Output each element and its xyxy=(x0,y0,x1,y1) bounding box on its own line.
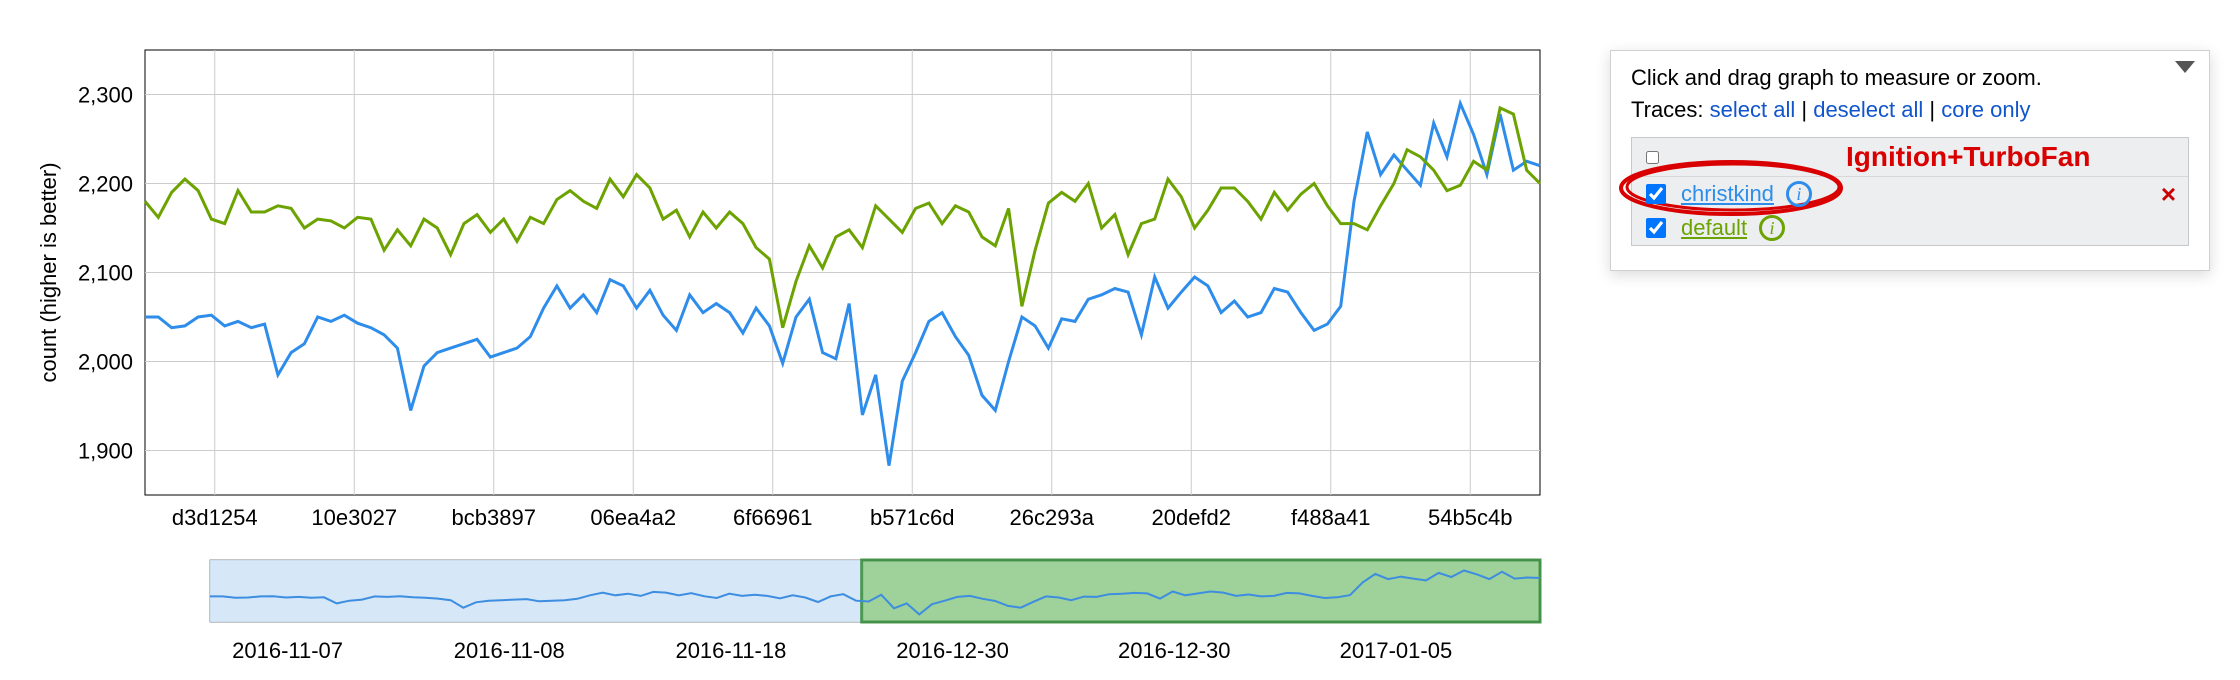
core-only-link[interactable]: core only xyxy=(1941,97,2030,122)
trace-checkbox-christkind[interactable] xyxy=(1646,184,1666,204)
traces-label: Traces: xyxy=(1631,97,1704,122)
separator: | xyxy=(1923,97,1941,122)
svg-text:2,100: 2,100 xyxy=(78,261,133,286)
info-icon[interactable]: i xyxy=(1786,181,1812,207)
svg-text:2,300: 2,300 xyxy=(78,83,133,108)
separator: | xyxy=(1795,97,1813,122)
trace-list-header xyxy=(1632,138,2188,177)
chart-column: 1,900 2,000 2,100 2,200 2,300 d3d1254 10e3027 b… xyxy=(30,20,1550,680)
svg-text:2017-01-05: 2017-01-05 xyxy=(1340,638,1453,660)
trace-list: Ignition+TurboFan christkind i × default… xyxy=(1631,137,2189,246)
svg-text:6f66961: 6f66961 xyxy=(733,505,813,530)
svg-text:06ea4a2: 06ea4a2 xyxy=(590,505,676,530)
trace-name[interactable]: christkind xyxy=(1681,181,1774,207)
trace-checkbox-default[interactable] xyxy=(1646,218,1666,238)
svg-text:20defd2: 20defd2 xyxy=(1151,505,1231,530)
legend-panel: Click and drag graph to measure or zoom.… xyxy=(1610,50,2210,271)
svg-text:2016-11-07: 2016-11-07 xyxy=(232,638,343,660)
line-chart[interactable]: 1,900 2,000 2,100 2,200 2,300 d3d1254 10e3027 b… xyxy=(30,20,1550,660)
svg-text:b571c6d: b571c6d xyxy=(870,505,954,530)
svg-text:d3d1254: d3d1254 xyxy=(172,505,258,530)
legend-column: Click and drag graph to measure or zoom.… xyxy=(1610,20,2210,680)
svg-text:count (higher is better): count (higher is better) xyxy=(36,162,61,382)
svg-text:2016-11-18: 2016-11-18 xyxy=(675,638,786,660)
svg-text:2,200: 2,200 xyxy=(78,172,133,197)
svg-text:2016-12-30: 2016-12-30 xyxy=(1118,638,1231,660)
svg-text:2016-11-08: 2016-11-08 xyxy=(454,638,565,660)
svg-text:2016-12-30: 2016-12-30 xyxy=(896,638,1009,660)
trace-row: christkind i × xyxy=(1632,177,2188,211)
select-all-link[interactable]: select all xyxy=(1710,97,1796,122)
svg-text:f488a41: f488a41 xyxy=(1291,505,1371,530)
trace-row: default i xyxy=(1632,211,2188,245)
svg-text:2,000: 2,000 xyxy=(78,350,133,375)
deselect-all-link[interactable]: deselect all xyxy=(1813,97,1923,122)
select-all-checkbox[interactable] xyxy=(1646,151,1659,164)
collapse-caret-icon[interactable] xyxy=(2175,61,2195,73)
svg-text:bcb3897: bcb3897 xyxy=(452,505,536,530)
svg-text:10e3027: 10e3027 xyxy=(311,505,397,530)
svg-text:54b5c4b: 54b5c4b xyxy=(1428,505,1512,530)
info-icon[interactable]: i xyxy=(1759,215,1785,241)
remove-trace-icon[interactable]: × xyxy=(2161,179,2176,210)
svg-text:1,900: 1,900 xyxy=(78,439,133,464)
hint-text: Click and drag graph to measure or zoom. xyxy=(1631,65,2189,91)
svg-text:26c293a: 26c293a xyxy=(1010,505,1095,530)
trace-name[interactable]: default xyxy=(1681,215,1747,241)
